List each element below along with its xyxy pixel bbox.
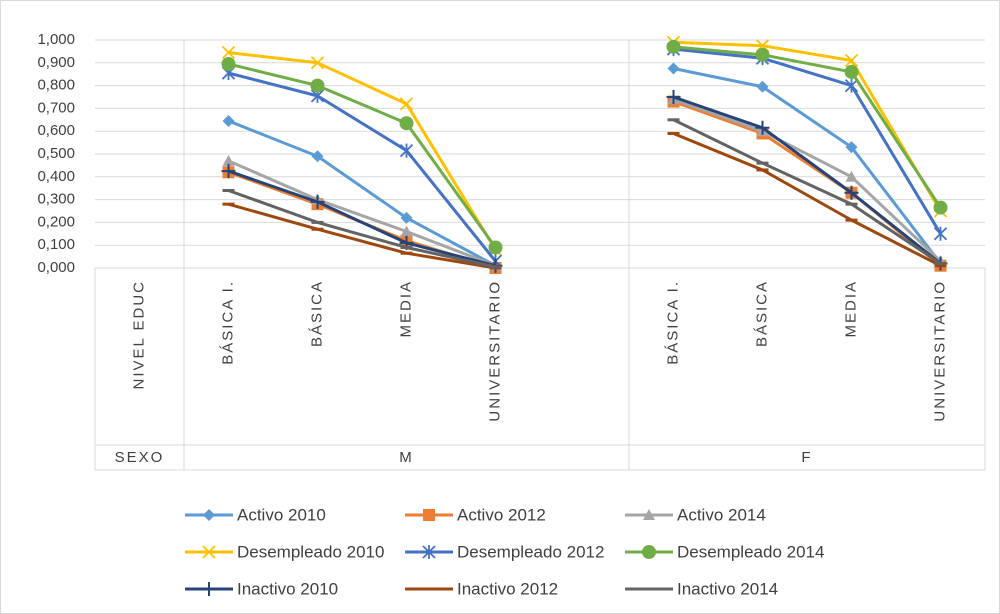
marker bbox=[221, 164, 236, 179]
marker bbox=[399, 97, 414, 111]
legend-label: Activo 2012 bbox=[457, 505, 546, 524]
marker bbox=[399, 116, 414, 131]
series-line bbox=[228, 45, 942, 249]
x-tick-label: UNIVERSITARIO bbox=[486, 280, 503, 422]
legend-label: Inactivo 2010 bbox=[237, 579, 338, 598]
marker bbox=[222, 154, 235, 166]
legend-label: Activo 2010 bbox=[237, 505, 326, 524]
marker bbox=[755, 47, 770, 62]
marker bbox=[399, 143, 414, 158]
legend-marker bbox=[643, 509, 655, 520]
legend-label: Desempleado 2010 bbox=[237, 542, 384, 561]
marker bbox=[310, 194, 325, 209]
marker bbox=[311, 150, 324, 163]
legend-label: Activo 2014 bbox=[677, 505, 766, 524]
y-tick-label: 0,600 bbox=[37, 122, 75, 139]
series-line bbox=[227, 118, 942, 269]
legend-label: Inactivo 2012 bbox=[457, 579, 558, 598]
marker bbox=[844, 78, 859, 93]
x-tick-label: BÁSICA bbox=[308, 280, 325, 347]
y-tick-label: 1,000 bbox=[37, 31, 75, 48]
y-tick-label: 0,700 bbox=[37, 99, 75, 116]
x-tick-label: MEDIA bbox=[842, 280, 859, 338]
marker bbox=[666, 90, 681, 104]
legend-marker bbox=[203, 509, 215, 521]
series-line bbox=[228, 132, 942, 270]
y-tick-label: 0,900 bbox=[37, 54, 75, 71]
legend-label: Inactivo 2014 bbox=[677, 579, 778, 598]
legend-label: Desempleado 2014 bbox=[677, 542, 824, 561]
legend-label: Desempleado 2012 bbox=[457, 542, 604, 561]
y-tick-label: 0,800 bbox=[37, 77, 75, 94]
marker bbox=[933, 226, 948, 241]
series-line bbox=[228, 47, 942, 263]
legend-marker bbox=[642, 545, 656, 559]
x-tick-label: UNIVERSITARIO bbox=[931, 280, 948, 422]
marker bbox=[310, 78, 325, 93]
series-line bbox=[228, 95, 942, 268]
legend-marker bbox=[202, 545, 216, 559]
marker bbox=[400, 211, 413, 224]
marker bbox=[310, 56, 325, 70]
y-tick-label: 0,400 bbox=[37, 168, 75, 185]
legend-marker bbox=[423, 509, 435, 521]
x-tick-label: BÁSICA I. bbox=[219, 280, 236, 365]
group-label: SEXO bbox=[115, 449, 165, 466]
marker bbox=[845, 141, 858, 154]
series-line bbox=[228, 40, 942, 251]
y-tick-label: 0,300 bbox=[37, 191, 75, 208]
marker bbox=[667, 62, 680, 75]
marker bbox=[844, 64, 859, 79]
marker bbox=[756, 80, 769, 93]
marker bbox=[844, 185, 859, 200]
x-tick-label: MEDIA bbox=[397, 280, 414, 338]
marker bbox=[933, 200, 948, 215]
marker bbox=[400, 225, 413, 237]
marker bbox=[222, 114, 235, 127]
marker bbox=[666, 39, 681, 54]
y-tick-label: 0,000 bbox=[37, 259, 75, 276]
marker bbox=[488, 240, 503, 255]
group-label: F bbox=[801, 449, 812, 466]
marker bbox=[221, 45, 236, 60]
y-tick-label: 0,500 bbox=[37, 145, 75, 162]
x-tick-label: BÁSICA I. bbox=[664, 280, 681, 365]
y-tick-label: 0,200 bbox=[37, 213, 75, 230]
series-line bbox=[227, 67, 942, 268]
legend-marker bbox=[422, 545, 436, 559]
marker bbox=[755, 120, 770, 135]
x-tick-label: BÁSICA bbox=[753, 280, 770, 347]
series-line bbox=[227, 97, 942, 268]
marker bbox=[844, 53, 859, 68]
group-label: M bbox=[399, 449, 414, 466]
marker bbox=[221, 56, 236, 71]
x-tick-label: NIVEL EDUC bbox=[130, 280, 147, 389]
y-tick-label: 0,100 bbox=[37, 236, 75, 253]
legend-marker bbox=[202, 582, 216, 596]
marker bbox=[845, 170, 858, 182]
